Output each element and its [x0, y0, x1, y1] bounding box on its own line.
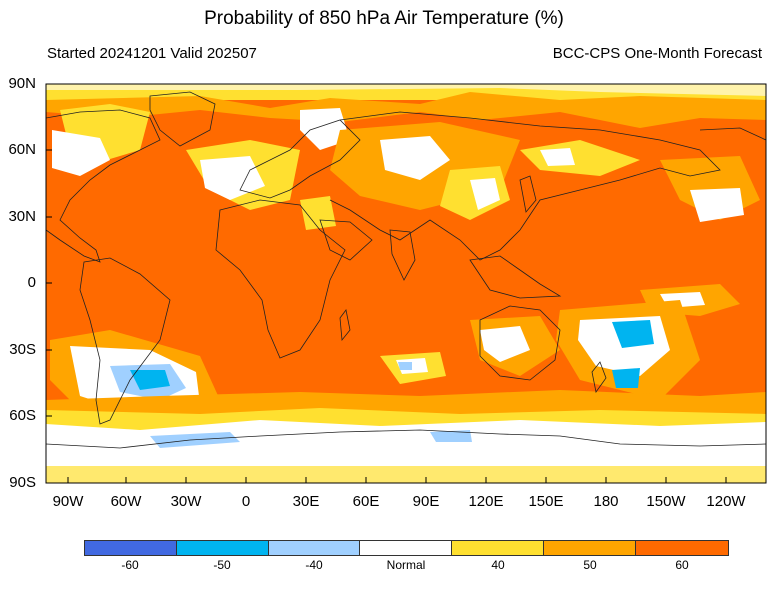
legend-label-40: 40 [491, 558, 505, 572]
legend-colorbar [84, 540, 729, 556]
lon-label-150e: 150E [528, 493, 564, 510]
legend-swatch-minus60 [85, 541, 177, 555]
lat-label-60s: 60S [9, 407, 36, 424]
lon-label-30e: 30E [292, 493, 320, 510]
indian-ocean-lightblue [398, 362, 412, 370]
south-atlantic-blue [130, 370, 170, 390]
legend-label-minus40: -40 [305, 558, 323, 572]
coastlines [46, 91, 766, 449]
lon-label-180: 180 [593, 493, 619, 510]
legend-swatch-normal [360, 541, 453, 555]
lat-label-30s: 30S [9, 341, 36, 358]
forecast-source: BCC-CPS One-Month Forecast [552, 45, 762, 62]
legend-label-minus50: -50 [213, 558, 231, 572]
north-pacific-yellow [520, 140, 640, 176]
lat-label-90s: 90S [9, 474, 36, 491]
arctic-orange [46, 92, 766, 128]
legend-label-50: 50 [583, 558, 597, 572]
canada-white [52, 130, 110, 176]
arctic-white [46, 84, 766, 96]
lon-label-120e: 120E [468, 493, 504, 510]
europe-white [200, 156, 265, 200]
lon-label-90w: 90W [52, 493, 84, 510]
china-white [470, 178, 500, 210]
north-pacific-white [540, 148, 575, 166]
legend-label-60: 60 [675, 558, 689, 572]
lon-ticks [67, 477, 727, 483]
antarctic-edge-yellow [46, 466, 766, 483]
siberia-white [380, 136, 450, 180]
lat-label-60n: 60N [8, 141, 36, 158]
legend-swatch-60 [635, 541, 728, 555]
lon-label-0: 0 [241, 493, 251, 510]
legend-label-normal: Normal [386, 558, 426, 572]
forecast-dates: Started 20241201 Valid 202507 [47, 45, 257, 62]
legend-swatch-minus40 [268, 541, 361, 555]
legend-label-minus60: -60 [121, 558, 139, 572]
map-title: Probability of 850 hPa Air Temperature (… [204, 8, 564, 29]
south-pacific-blue [612, 320, 654, 348]
legend-swatch-40 [452, 541, 544, 555]
legend-swatch-50 [543, 541, 636, 555]
antarctic-lightblue-2 [430, 430, 472, 442]
middle-east-yellow [300, 196, 336, 230]
lon-label-60w: 60W [110, 493, 142, 510]
lon-label-30w: 30W [170, 493, 202, 510]
lat-ticks [46, 83, 52, 484]
east-pacific-white [690, 188, 744, 222]
scandinavia-white [300, 108, 350, 150]
lon-label-120w: 120W [706, 493, 746, 510]
australia-white [480, 326, 530, 362]
lon-label-150w: 150W [646, 493, 686, 510]
legend-swatch-minus50 [176, 541, 269, 555]
lat-label-90n: 90N [8, 75, 36, 92]
lon-label-90e: 90E [412, 493, 440, 510]
lon-label-60e: 60E [352, 493, 380, 510]
lat-label-equator: 0 [27, 274, 36, 291]
lat-label-30n: 30N [8, 208, 36, 225]
south-pacific-blue-2 [612, 368, 640, 388]
